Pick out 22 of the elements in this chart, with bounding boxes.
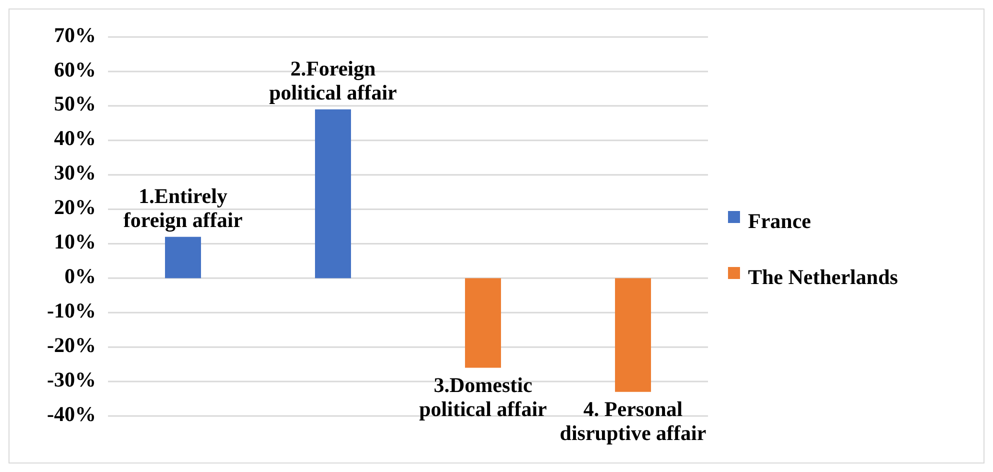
y-tick-label: 30%	[54, 160, 96, 185]
y-tick-label: -30%	[47, 367, 96, 392]
bar	[165, 236, 201, 278]
y-tick-label: 20%	[54, 195, 96, 220]
y-tick-label: 70%	[54, 22, 96, 47]
legend-label: The Netherlands	[748, 264, 898, 289]
bar	[615, 278, 651, 392]
legend-label: France	[748, 208, 811, 233]
y-tick-label: -10%	[47, 298, 96, 322]
x-tick-label: 2.Foreign political affair	[269, 56, 397, 104]
y-tick-label: 0%	[64, 264, 96, 288]
bar	[465, 278, 501, 368]
y-tick-label: 10%	[54, 230, 96, 254]
x-tick-label: 3.Domestic political affair	[419, 372, 547, 421]
y-tick-label: 40%	[54, 126, 96, 150]
y-tick-label: 60%	[54, 57, 96, 82]
bar	[315, 109, 351, 278]
x-tick-label: 1.Entirely foreign affair	[123, 184, 243, 232]
y-tick-label: 50%	[54, 92, 96, 116]
y-tick-label: -40%	[47, 402, 96, 426]
y-tick-label: -20%	[47, 332, 96, 357]
x-tick-label: 4. Personal disruptive affair	[560, 396, 706, 445]
